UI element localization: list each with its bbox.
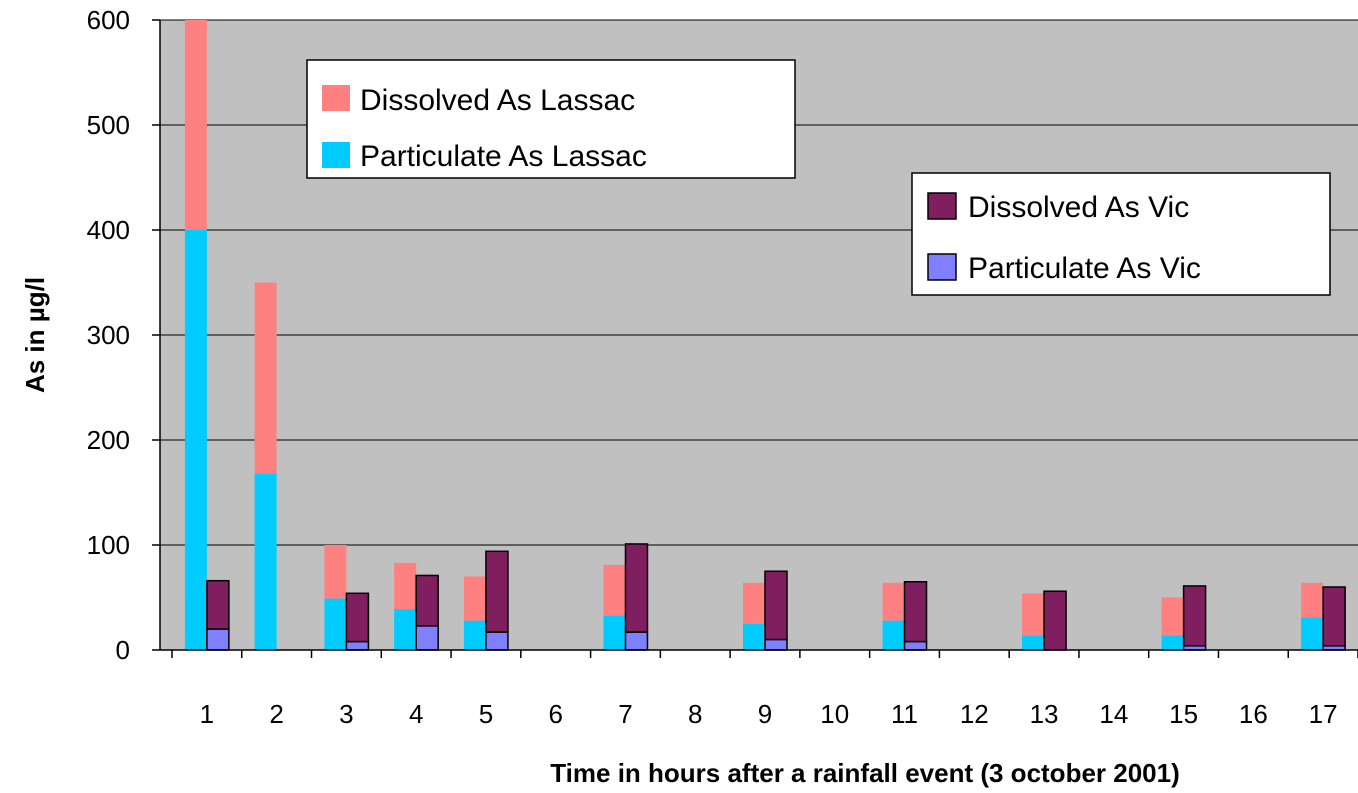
y-tick-label: 300 (87, 320, 130, 350)
bar-particulate-as-vic (415, 625, 439, 651)
legend-swatch-dissolved-vic (927, 192, 957, 220)
bar-particulate-as-lassac (394, 609, 417, 650)
y-tick-label: 500 (87, 110, 130, 140)
x-axis-title: Time in hours after a rainfall event (3 … (550, 758, 1180, 788)
y-tick-label: 100 (87, 530, 130, 560)
bar-particulate-as-lassac (1301, 617, 1324, 650)
bar-particulate-as-lassac (184, 230, 207, 650)
x-tick-label: 8 (688, 699, 702, 729)
x-tick-label: 5 (479, 699, 493, 729)
bar-dissolved-as-lassac (463, 576, 486, 621)
legend-label-dissolved-vic: Dissolved As Vic (968, 191, 1189, 224)
legend-label-particulate-vic: Particulate As Vic (968, 252, 1201, 285)
legend-label-dissolved-lassac: Dissolved As Lassac (360, 84, 635, 117)
y-axis-title: As in µg/l (20, 277, 50, 393)
legend-lassac-box (306, 59, 796, 179)
legend-swatch-particulate-vic (927, 253, 957, 281)
bar-dissolved-as-vic (1182, 585, 1207, 647)
bar-dissolved-as-vic (485, 550, 509, 633)
x-tick-label: 16 (1239, 699, 1268, 729)
bar-dissolved-as-vic (345, 592, 370, 643)
y-tick-labels: 0 100 200 300 400 500 600 (87, 5, 130, 665)
bar-particulate-as-vic (485, 631, 509, 651)
bar-particulate-as-lassac (882, 620, 905, 650)
bar-particulate-as-vic (764, 638, 788, 651)
x-tick-label: 1 (200, 699, 214, 729)
y-tick-label: 200 (87, 425, 130, 455)
x-tick-label: 9 (758, 699, 772, 729)
bar-dissolved-as-lassac (603, 564, 626, 616)
legend-swatch-dissolved-lassac (322, 85, 350, 111)
legend-lassac: Dissolved As Lassac Particulate As Lassa… (306, 59, 796, 179)
bar-particulate-as-vic (206, 628, 230, 651)
bar-particulate-as-lassac (603, 615, 626, 650)
bar-dissolved-as-lassac (1022, 593, 1045, 636)
bar-dissolved-as-vic (903, 581, 928, 643)
bar-particulate-as-lassac (1022, 635, 1045, 650)
legend-swatch-particulate-lassac (322, 142, 350, 168)
bar-dissolved-as-vic (1322, 586, 1346, 647)
x-tick-label: 13 (1030, 699, 1059, 729)
gridlines (160, 19, 1358, 546)
bar-particulate-as-lassac (463, 620, 486, 650)
x-tick-label: 6 (548, 699, 562, 729)
bar-dissolved-as-lassac (743, 582, 765, 624)
x-tick-label: 10 (820, 699, 849, 729)
y-tick-label: 400 (87, 215, 130, 245)
x-tick-label: 7 (618, 699, 632, 729)
bar-particulate-as-vic (345, 640, 370, 651)
x-tick-label: 15 (1169, 699, 1198, 729)
x-tick-label: 4 (409, 699, 423, 729)
x-tick-label: 17 (1309, 699, 1338, 729)
bar-dissolved-as-lassac (882, 582, 905, 621)
x-tick-label: 3 (339, 699, 353, 729)
bar-particulate-as-lassac (254, 473, 277, 650)
bar-dissolved-as-vic (624, 543, 649, 633)
x-tick-label: 2 (269, 699, 283, 729)
bar-dissolved-as-lassac (394, 562, 417, 610)
bar-particulate-as-vic (624, 631, 649, 651)
bar-particulate-as-lassac (324, 598, 347, 650)
bar-dissolved-as-lassac (324, 545, 347, 599)
bar-dissolved-as-vic (206, 579, 230, 630)
y-tick-label: 0 (116, 635, 130, 665)
axes (152, 19, 1358, 658)
legend-vic: Dissolved As Vic Particulate As Vic (911, 172, 1331, 296)
y-tick-label: 600 (87, 5, 130, 35)
legend-label-particulate-lassac: Particulate As Lassac (360, 140, 647, 173)
bars (184, 20, 1346, 651)
x-tick-label: 11 (891, 699, 918, 729)
bar-particulate-as-vic (903, 640, 928, 651)
bar-dissolved-as-lassac (184, 20, 207, 230)
bar-dissolved-as-lassac (1161, 597, 1184, 636)
bar-particulate-as-lassac (1161, 635, 1184, 650)
bar-dissolved-as-vic (764, 570, 788, 641)
bar-dissolved-as-lassac (1301, 582, 1324, 618)
x-tick-labels: 1 2 3 4 5 6 7 8 9 10 11 12 13 14 15 16 17 (200, 699, 1338, 729)
x-tick-label: 14 (1099, 699, 1128, 729)
bar-particulate-as-lassac (743, 623, 765, 650)
bar-dissolved-as-vic (1043, 590, 1067, 651)
x-tick-label: 12 (960, 699, 989, 729)
bar-dissolved-as-lassac (254, 282, 277, 474)
bar-dissolved-as-vic (415, 574, 439, 627)
legend-vic-box (911, 172, 1331, 296)
